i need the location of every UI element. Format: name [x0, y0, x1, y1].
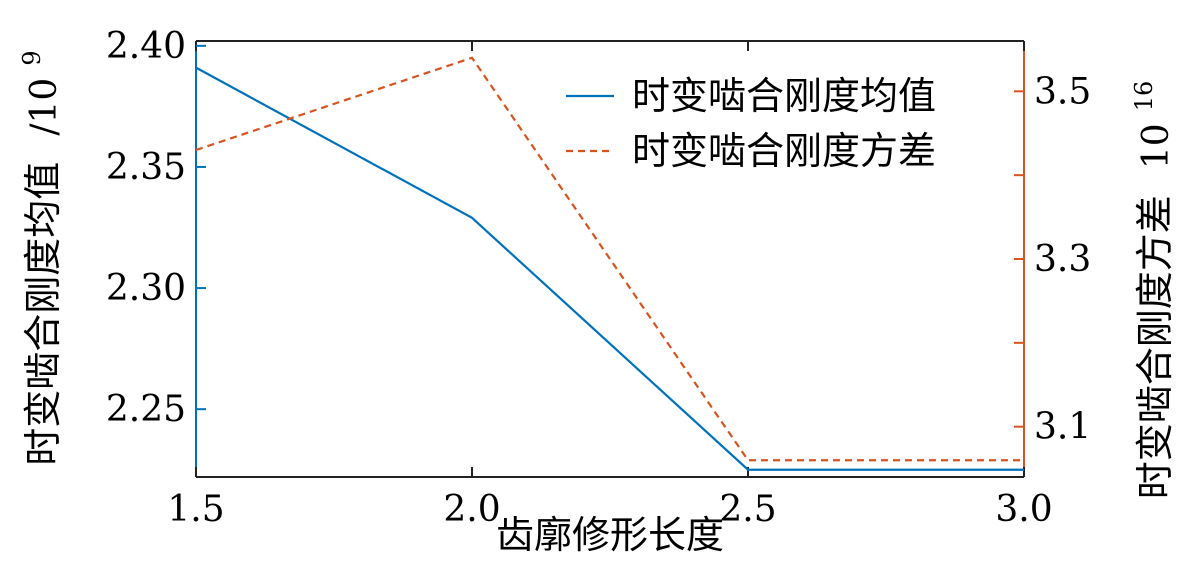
right-axis-title-text: 时变啮合刚度方差 10 16: [1130, 81, 1177, 500]
legend-label: 时变啮合刚度均值: [632, 74, 936, 118]
x-axis-title: 齿廓修形长度: [496, 513, 724, 557]
left-axis-unit-exponent: 9: [18, 50, 46, 65]
right-axis-title-group: 时变啮合刚度方差 10 16: [1130, 81, 1177, 500]
left-axis-unit: /10: [24, 78, 65, 136]
plot-area: [195, 40, 1025, 478]
left-axis-title-group: 时变啮合刚度均值 /10 9: [18, 50, 65, 465]
right-axis-title: 时变啮合刚度方差: [1133, 195, 1177, 499]
series-layer: [195, 56, 1024, 471]
left-axis-title-text: 时变啮合刚度均值 /10 9: [18, 50, 65, 465]
legend-label: 时变啮合刚度方差: [632, 129, 936, 173]
x-tick-label: 2.5: [719, 489, 776, 530]
right-axis-unit: 10: [1136, 123, 1177, 169]
series-line-variance: [195, 56, 1024, 462]
left-y-tick-label: 2.35: [106, 147, 186, 188]
x-tick-label: 3.0: [995, 489, 1052, 530]
left-y-tick-label: 2.25: [106, 389, 186, 430]
axis-ticks: 1.5 2.0 2.5 3.0 2.25 2.30 2.35 2.40 3.1 3.3 3.5: [106, 26, 1091, 530]
right-axis-unit-exponent: 16: [1130, 81, 1158, 112]
series-line-mean: [195, 66, 1024, 471]
left-axis-title: 时变啮合刚度均值: [21, 162, 65, 466]
left-y-tick-label: 2.30: [106, 268, 186, 309]
right-y-tick-label: 3.3: [1034, 239, 1091, 280]
right-y-tick-label: 3.5: [1034, 71, 1091, 112]
x-tick-label: 2.0: [443, 489, 500, 530]
x-tick-label: 1.5: [167, 489, 224, 530]
right-y-tick-label: 3.1: [1034, 407, 1091, 448]
left-y-tick-label: 2.40: [106, 26, 186, 67]
